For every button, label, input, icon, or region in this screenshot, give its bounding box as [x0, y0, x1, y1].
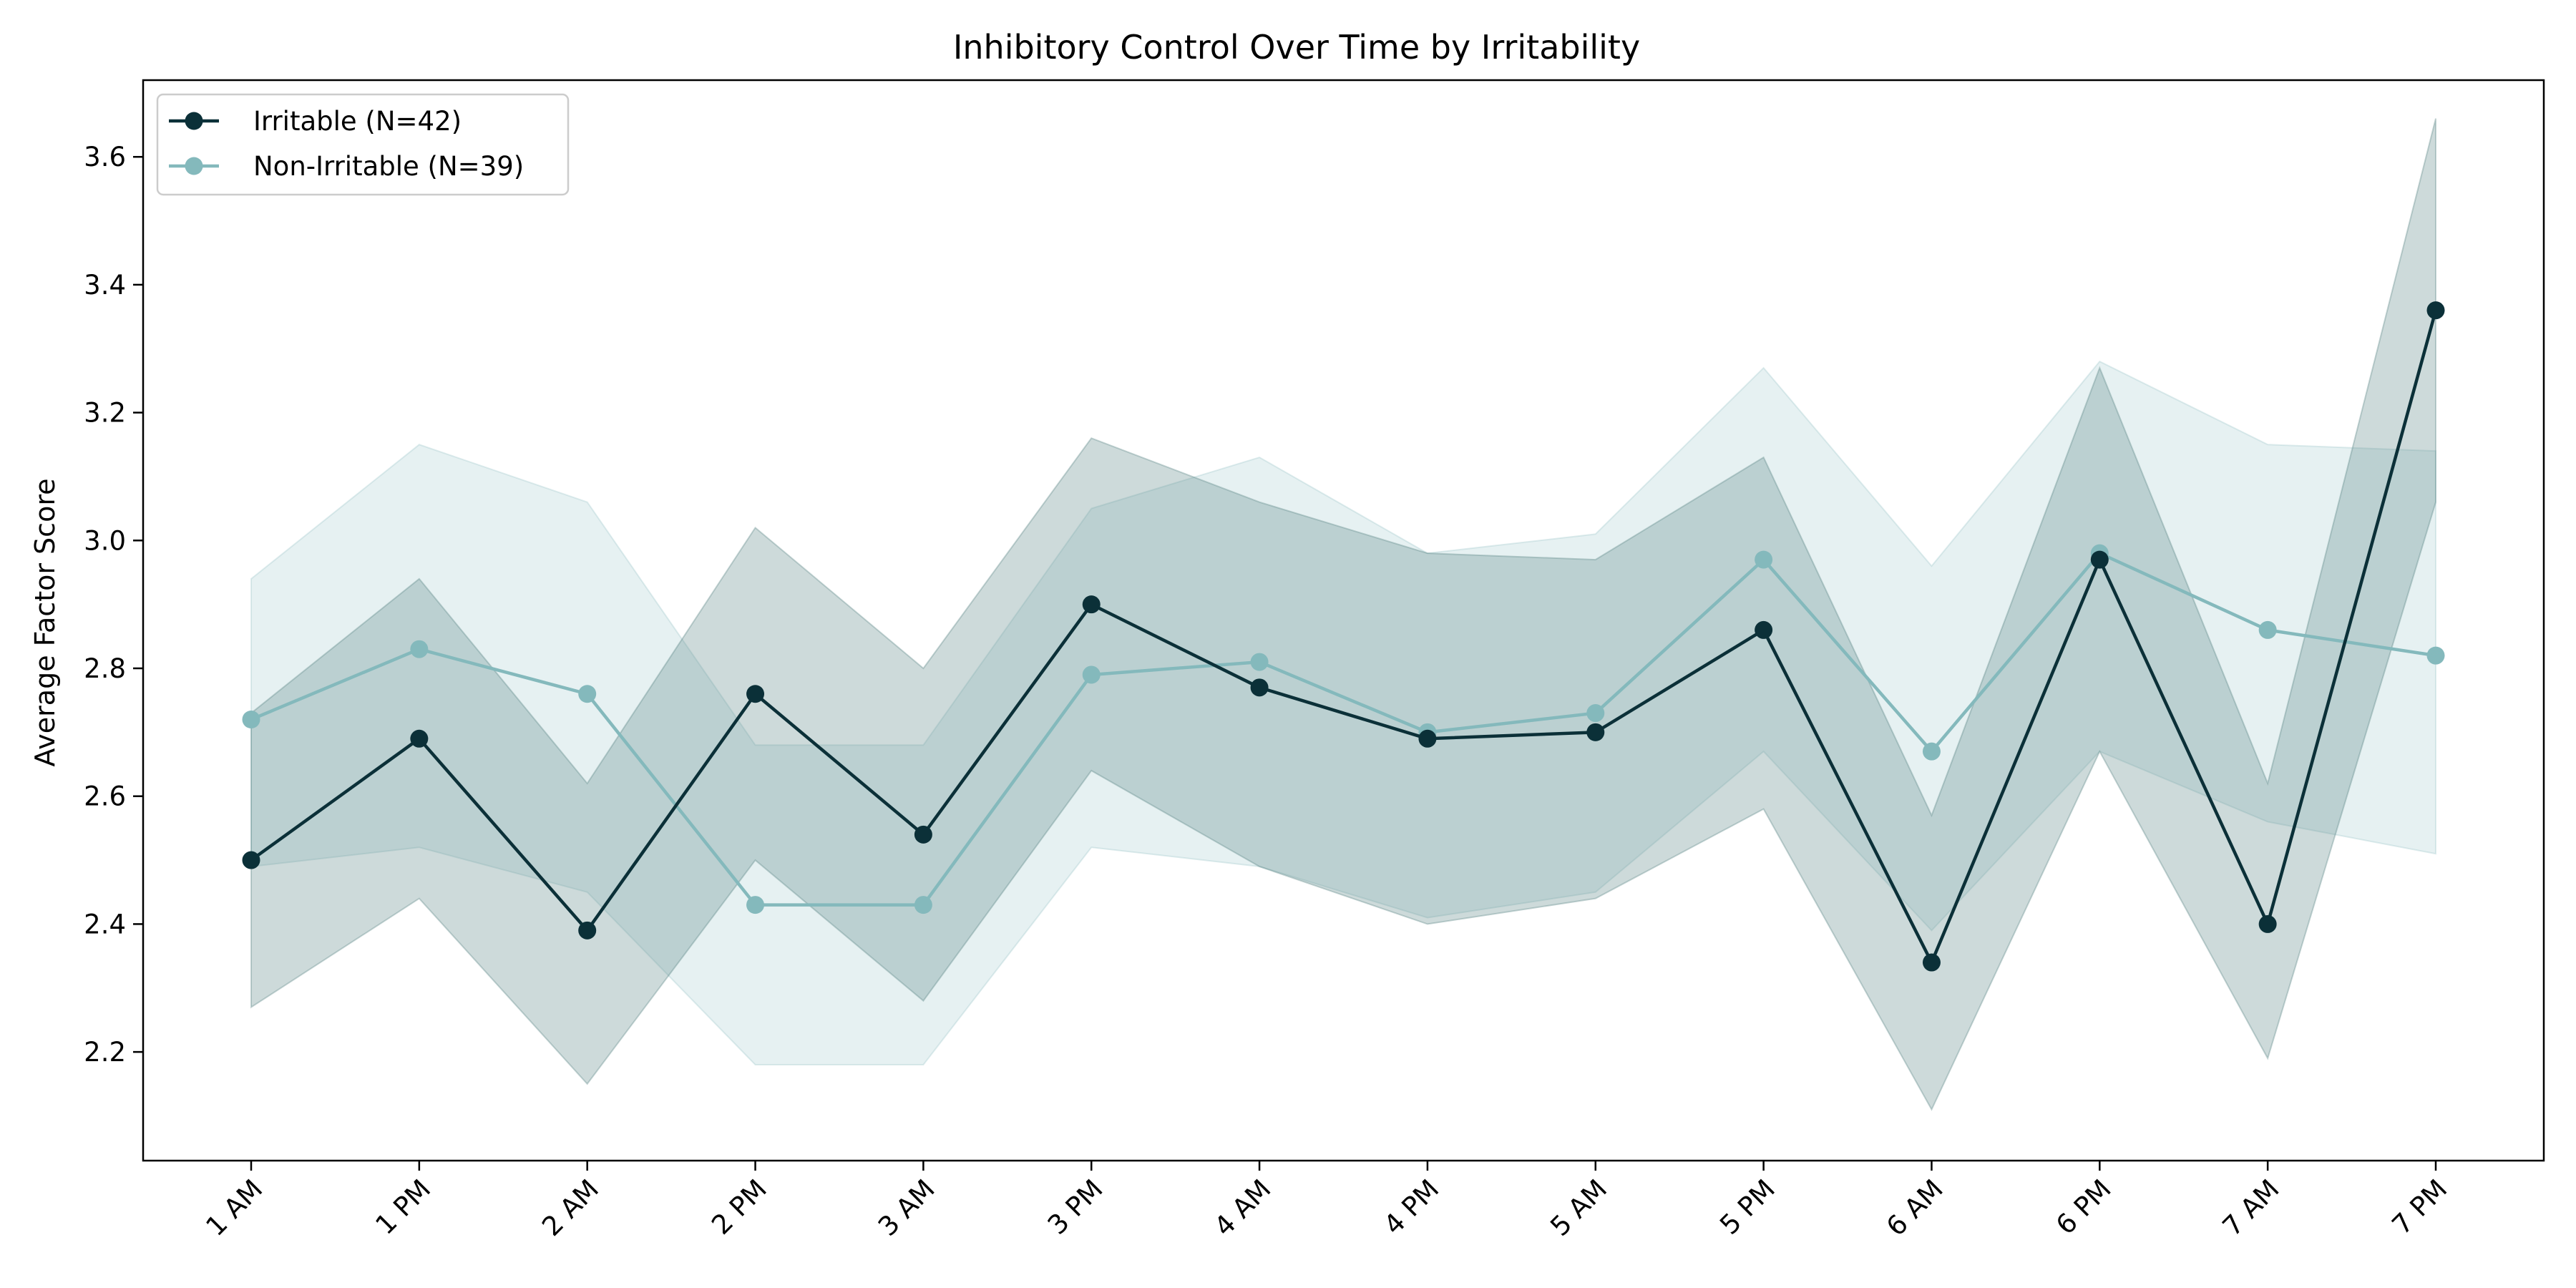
data-point-irritable-n-42-5-pm [1755, 620, 1773, 639]
data-point-non-irritable-n-39-5-pm [1755, 550, 1773, 569]
series-line-non-irritable-n-39 [250, 551, 2436, 907]
data-point-non-irritable-n-39-3-am [914, 896, 932, 914]
data-point-irritable-n-42-4-pm [1418, 729, 1437, 748]
legend-marker-irritable-n-42 [185, 112, 203, 130]
legend-label-irritable-n-42: Irritable (N=42) [253, 106, 462, 137]
legend: Irritable (N=42) Non-Irritable (N=39) [156, 93, 570, 196]
data-point-irritable-n-42-7-pm [2426, 301, 2445, 320]
data-point-non-irritable-n-39-2-am [578, 685, 597, 703]
y-tick-label: 3.4 [84, 270, 126, 301]
data-point-non-irritable-n-39-4-am [1250, 653, 1269, 671]
y-tick-label: 2.4 [84, 909, 126, 940]
y-tick-label: 2.8 [84, 653, 126, 684]
data-point-non-irritable-n-39-1-am [242, 710, 260, 728]
y-axis-label: Average Factor Score [29, 479, 61, 767]
plot-frame [142, 79, 2545, 1162]
data-point-irritable-n-42-6-am [1922, 953, 1941, 972]
data-point-irritable-n-42-1-pm [410, 729, 429, 748]
data-point-irritable-n-42-3-pm [1082, 595, 1101, 614]
data-point-irritable-n-42-6-pm [2090, 550, 2109, 569]
legend-label-non-irritable-n-39: Non-Irritable (N=39) [253, 151, 524, 182]
data-point-non-irritable-n-39-2-pm [746, 896, 765, 914]
data-point-non-irritable-n-39-7-am [2258, 620, 2277, 639]
data-point-non-irritable-n-39-3-pm [1082, 665, 1101, 684]
data-point-non-irritable-n-39-7-pm [2426, 646, 2445, 665]
y-tick-label: 2.2 [84, 1037, 126, 1068]
y-tick-label: 2.6 [84, 781, 126, 812]
series-line-irritable-n-42 [250, 310, 2438, 965]
chart-title: Inhibitory Control Over Time by Irritabi… [953, 28, 1640, 67]
legend-box [156, 93, 570, 196]
y-tick-label: 3.2 [84, 398, 126, 429]
data-point-non-irritable-n-39-5-am [1586, 704, 1605, 723]
data-point-irritable-n-42-2-am [578, 921, 597, 940]
y-tick-label: 3.6 [84, 142, 126, 172]
data-point-irritable-n-42-1-am [242, 851, 260, 869]
data-point-irritable-n-42-3-am [914, 825, 932, 844]
legend-marker-non-irritable-n-39 [185, 157, 203, 175]
data-point-non-irritable-n-39-1-pm [410, 640, 429, 658]
data-point-non-irritable-n-39-6-am [1922, 742, 1941, 761]
data-point-irritable-n-42-7-am [2258, 914, 2277, 933]
data-point-irritable-n-42-5-am [1586, 723, 1605, 741]
data-point-irritable-n-42-4-am [1250, 678, 1269, 697]
data-point-irritable-n-42-2-pm [746, 685, 765, 703]
y-tick-label: 3.0 [84, 525, 126, 556]
confidence-band-irritable-n-42 [250, 118, 2436, 1111]
